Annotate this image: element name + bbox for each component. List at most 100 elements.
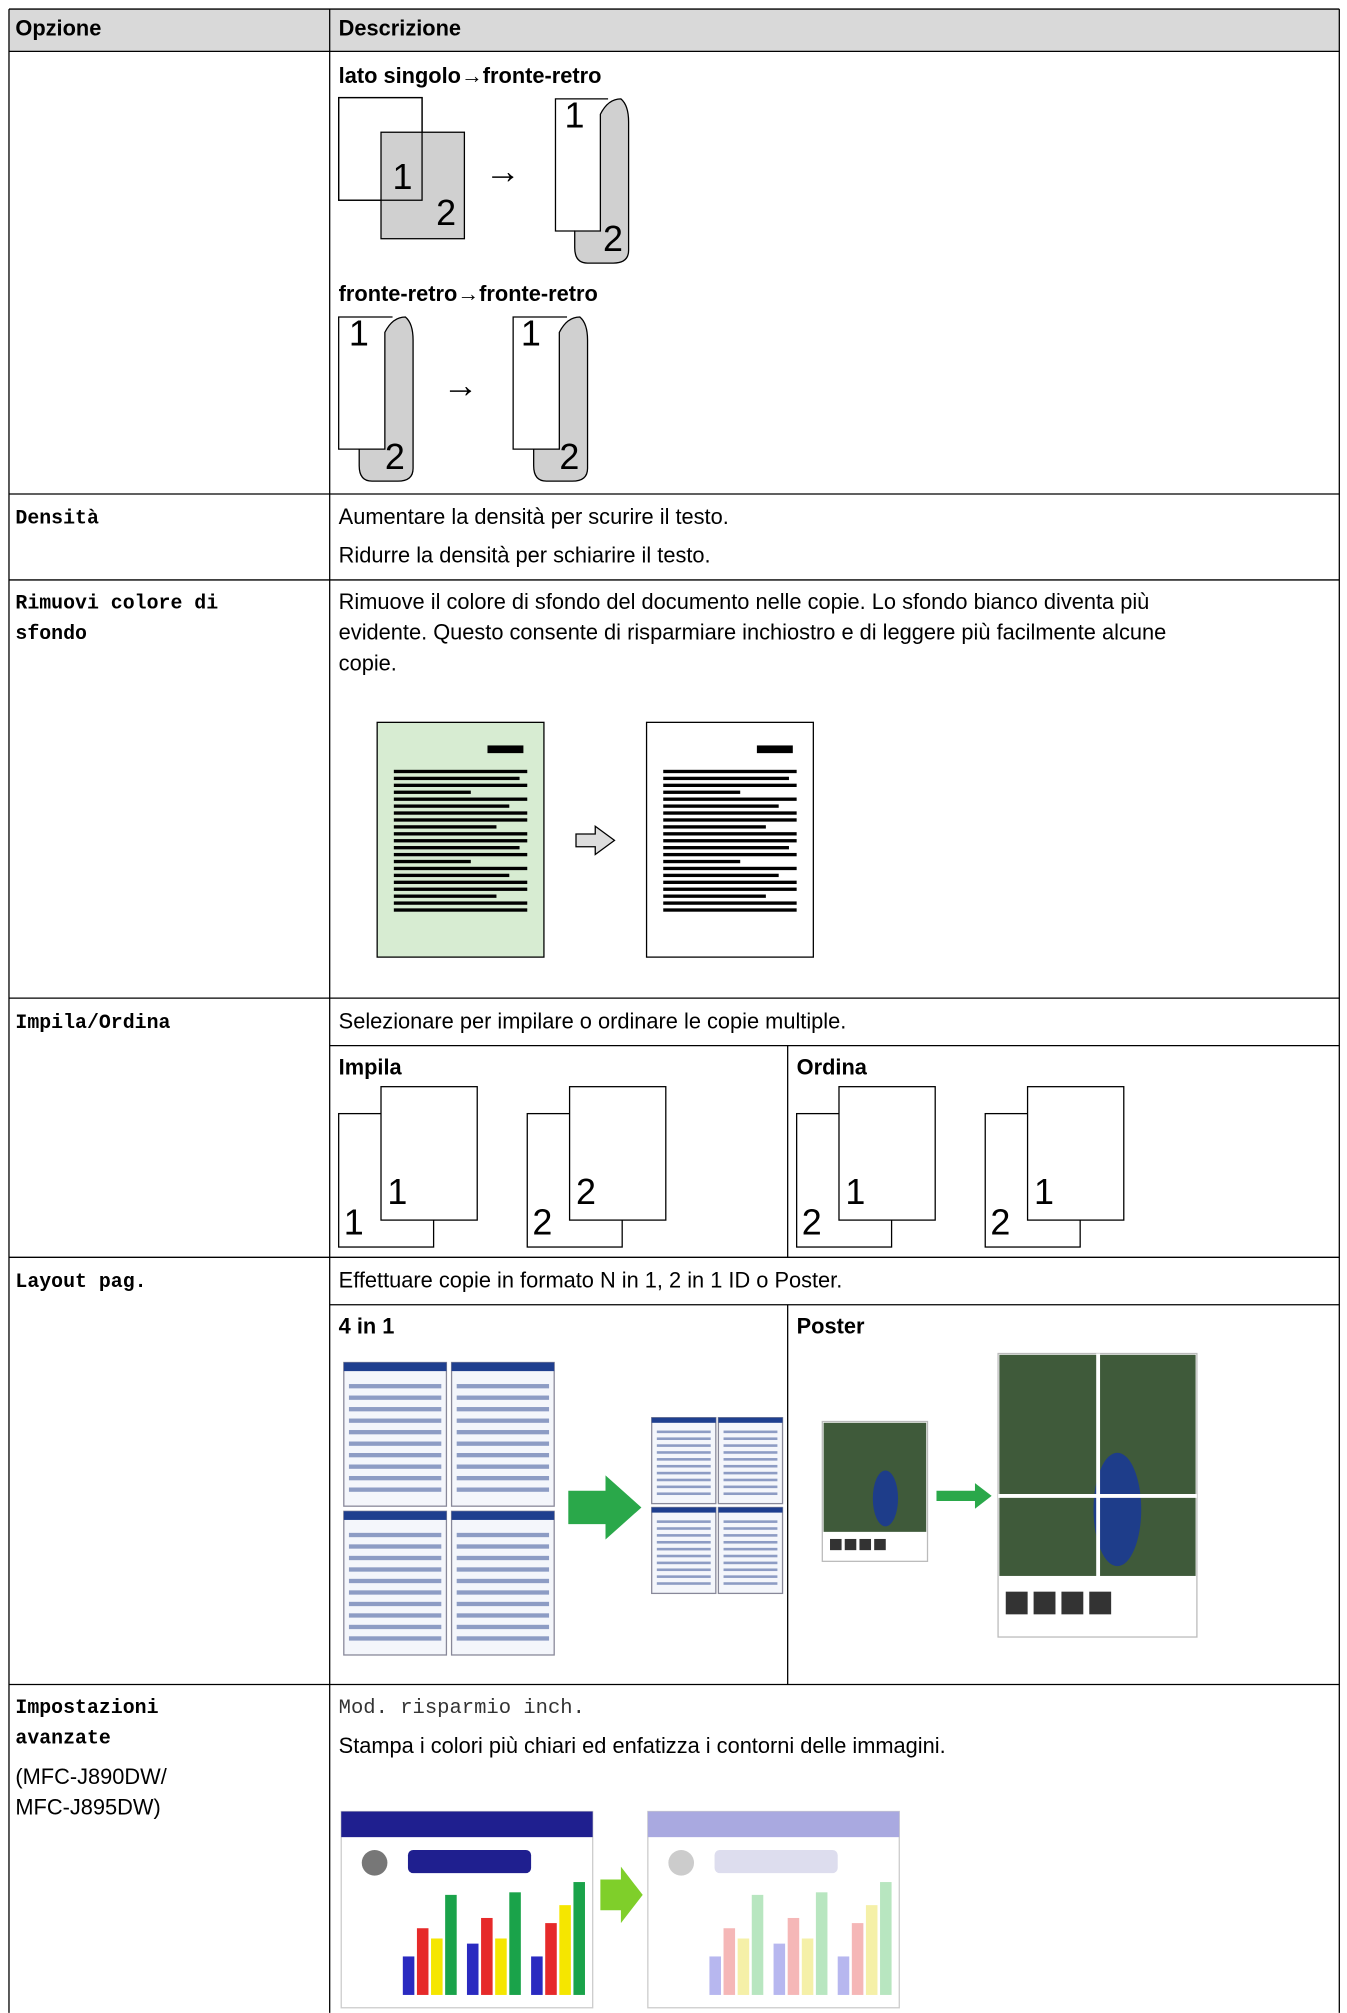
diagram-label: 2 [990, 1202, 1010, 1243]
text-lines [393, 839, 528, 843]
green-arrow [568, 1475, 642, 1540]
duplex-page-back [358, 316, 414, 482]
thumb-line [656, 1520, 711, 1523]
thumb-line [456, 1430, 550, 1435]
thumb-line [656, 1568, 711, 1572]
thumb-line [656, 1582, 711, 1585]
text-lines [663, 776, 789, 781]
chart-bar [545, 1923, 557, 1995]
diagram-label: 1 [564, 95, 584, 136]
thumb-line [656, 1540, 711, 1544]
thumb-line [656, 1575, 711, 1578]
thumb-line [348, 1578, 442, 1584]
text-lines [663, 901, 797, 905]
thumb-line [456, 1487, 550, 1492]
thumb-bar [451, 1362, 555, 1372]
thumb-line [348, 1590, 442, 1595]
diagram-label: 1 [387, 1171, 407, 1212]
subheader: Impila [339, 1054, 403, 1079]
chart-bar [431, 1938, 443, 1995]
text-lines [663, 894, 766, 898]
thumb-line [723, 1430, 778, 1434]
text-lines [663, 852, 797, 857]
duplex-page-back [533, 316, 589, 482]
thumb-bar [343, 1362, 447, 1372]
thumb-line [656, 1527, 711, 1530]
text-lines [663, 797, 797, 801]
thumb-line [656, 1547, 711, 1551]
thumb-line [456, 1464, 550, 1469]
text-lines [663, 887, 797, 891]
text-lines [663, 825, 766, 829]
poster-printer [874, 1538, 886, 1551]
description: Stampa i colori più chiari ed enfatizza … [339, 1733, 946, 1758]
thumb-line [456, 1395, 550, 1400]
subheader: 4 in 1 [339, 1314, 395, 1339]
text-lines [393, 887, 528, 891]
description: Aumentare la densità per scurire il test… [339, 504, 729, 529]
thumb-bar [343, 1511, 447, 1520]
thumb-line [456, 1384, 550, 1389]
duplex-page [512, 316, 568, 450]
chart-bar [837, 1956, 850, 1995]
chart-logo-word [407, 1849, 532, 1874]
thumb-line [723, 1485, 778, 1489]
option-name: Densità [15, 507, 99, 530]
thumb-line [656, 1458, 711, 1461]
text-lines [756, 745, 793, 754]
chart-bar [737, 1938, 750, 1995]
thumb-line [456, 1555, 550, 1561]
thumb-line [348, 1395, 442, 1400]
chart-bar [466, 1943, 479, 1995]
thumb-line [723, 1437, 778, 1441]
thumb-line [456, 1544, 550, 1549]
diagram-label: → [485, 150, 521, 191]
header-background [8, 9, 1340, 52]
page [338, 96, 423, 201]
page [1026, 1086, 1125, 1221]
option-name: Impostazioni [15, 1696, 158, 1719]
chart-bar [445, 1894, 457, 1995]
option-name: Rimuovi colore di [15, 591, 218, 614]
thumb-line [348, 1613, 442, 1618]
description: Effettuare copie in formato N in 1, 2 in… [339, 1267, 843, 1292]
diagram-label: 1 [1034, 1171, 1054, 1212]
thumb-line [348, 1544, 442, 1549]
page [838, 1086, 936, 1221]
text-lines [393, 832, 528, 836]
text-lines [663, 783, 797, 788]
green-arrow [600, 1866, 643, 1924]
diagram-label: 1 [521, 313, 541, 354]
poster-bird [1093, 1452, 1142, 1567]
text-lines [393, 811, 528, 815]
thumb-bar [718, 1507, 783, 1513]
description: Ridurre la densità per schiarire il test… [339, 543, 711, 568]
chart-logo [361, 1849, 388, 1876]
chart-bar [773, 1943, 786, 1995]
text-lines [393, 846, 520, 850]
caption: lato singolo→fronte-retro [339, 63, 602, 88]
diagram-label: 1 [344, 1202, 364, 1243]
thumb-line [456, 1636, 550, 1641]
page [380, 1086, 478, 1221]
subheader: Ordina [797, 1054, 868, 1079]
thumb-line [723, 1451, 778, 1454]
description: copie. [339, 650, 397, 675]
poster-printer [830, 1538, 842, 1551]
thumb-line [348, 1384, 442, 1389]
chart-header [341, 1811, 593, 1838]
thumb-line [656, 1561, 711, 1565]
diagram-label: 2 [385, 436, 405, 477]
thumb-line [456, 1441, 550, 1446]
thumb-line [723, 1540, 778, 1544]
chart-bar [787, 1917, 800, 1995]
thumb-line [656, 1492, 711, 1496]
green-arrow [936, 1483, 992, 1509]
diagram-label: 2 [802, 1202, 822, 1243]
thumb-line [723, 1568, 778, 1572]
model-note: (MFC-J890DW/ [15, 1764, 167, 1789]
chart-bar [481, 1917, 493, 1995]
thumb-line [723, 1520, 778, 1523]
thumb-line [456, 1476, 550, 1481]
